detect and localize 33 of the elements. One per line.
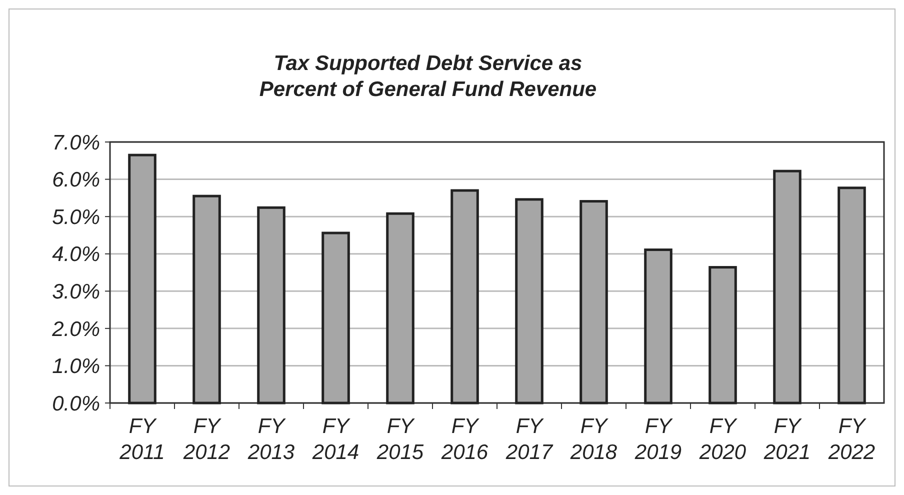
- bar: [386, 212, 414, 404]
- x-tick-label: FY 2013: [246, 415, 295, 464]
- bar: [838, 186, 866, 404]
- x-tick-label: FY 2021: [762, 415, 811, 464]
- x-tick-label: FY 2020: [698, 415, 746, 464]
- bar: [257, 206, 286, 404]
- y-tick-label: 5.0%: [52, 206, 100, 229]
- x-tick-label: FY 2019: [634, 415, 682, 464]
- y-tick-label: 6.0%: [52, 168, 100, 192]
- y-tick-label: 0.0%: [52, 392, 100, 416]
- y-tick-label: 2.0%: [51, 318, 100, 341]
- x-tick-label: FY 2016: [440, 415, 488, 464]
- y-tick-label: 4.0%: [52, 243, 100, 266]
- bar: [773, 170, 802, 404]
- bar: [515, 198, 544, 404]
- bar: [322, 232, 350, 404]
- x-tick-label: FY 2017: [504, 415, 554, 464]
- x-tick-label: FY 2012: [182, 415, 230, 464]
- bar: [644, 248, 672, 404]
- x-tick-label: FY 2015: [376, 415, 424, 464]
- x-tick-label: FY 2022: [827, 415, 876, 464]
- bar: [128, 154, 156, 404]
- bar: [580, 200, 608, 404]
- y-tick-label: 7.0%: [52, 131, 100, 154]
- bar: [708, 266, 737, 404]
- chart-title: Tax Supported Debt Service as Percent of General Fund Revenue: [259, 52, 597, 101]
- y-tick-label: 1.0%: [52, 355, 100, 378]
- x-tick-label: FY 2011: [118, 415, 165, 464]
- x-tick-label: FY 2018: [569, 415, 618, 464]
- x-tick-label: FY 2014: [311, 415, 360, 464]
- y-tick-label: 3.0%: [52, 280, 100, 304]
- bar: [192, 194, 221, 404]
- bar: [450, 189, 479, 404]
